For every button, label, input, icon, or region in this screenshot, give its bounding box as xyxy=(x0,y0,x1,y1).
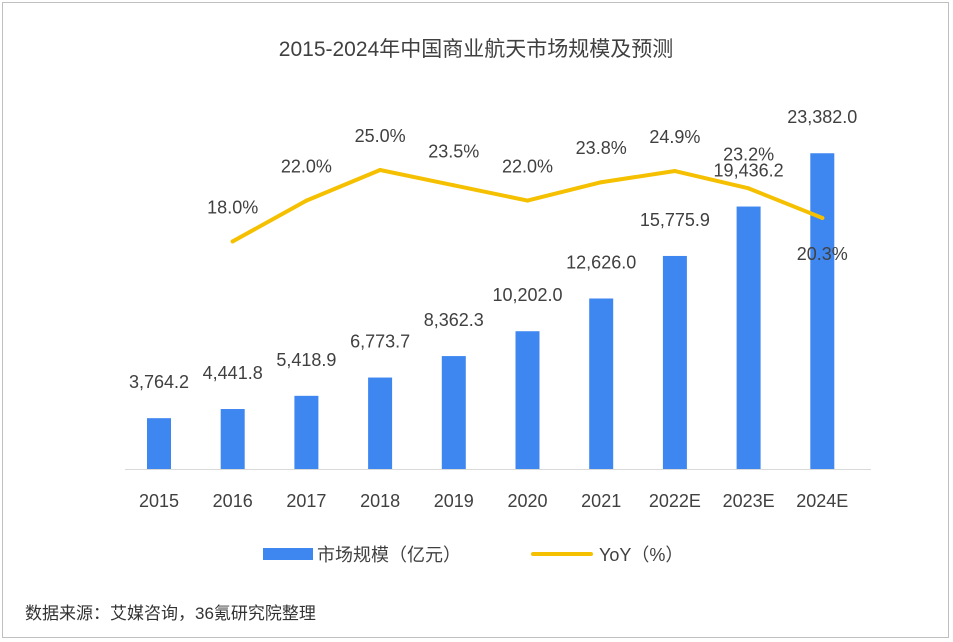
bar-2018 xyxy=(368,377,393,469)
bar-2019 xyxy=(441,356,466,469)
x-tick-label-2021: 2021 xyxy=(581,491,621,511)
bar-label-2017: 5,418.9 xyxy=(276,350,336,370)
bar-label-2021: 12,626.0 xyxy=(566,252,636,272)
chart-canvas: 2015-2024年中国商业航天市场规模及预测 3,764.2 2015 4,441.… xyxy=(125,38,871,565)
legend-bar-label: 市场规模（亿元） xyxy=(317,545,461,565)
yoy-label-2017: 22.0% xyxy=(281,157,332,177)
yoy-label-2021: 23.8% xyxy=(576,138,627,158)
yoy-point-2016 xyxy=(230,239,235,244)
x-tick-label-2016: 2016 xyxy=(213,491,253,511)
x-tick-label-2020: 2020 xyxy=(507,491,547,511)
legend-bar-swatch xyxy=(263,548,313,560)
bar-label-2024E: 23,382.0 xyxy=(787,107,857,127)
bar-2016 xyxy=(220,409,245,469)
bar-2023E xyxy=(736,206,761,469)
bar-2022E xyxy=(662,255,687,469)
yoy-label-2020: 22.0% xyxy=(502,157,553,177)
bar-label-2015: 3,764.2 xyxy=(129,372,189,392)
bar-2020 xyxy=(515,331,540,469)
yoy-point-2023E xyxy=(746,186,751,191)
yoy-label-2023E: 23.2% xyxy=(723,144,774,164)
bar-label-2022E: 15,775.9 xyxy=(640,210,710,230)
bar-2024E xyxy=(810,153,835,469)
yoy-label-2019: 23.5% xyxy=(428,141,479,161)
yoy-point-2021 xyxy=(599,180,604,185)
yoy-point-2024E xyxy=(820,215,825,220)
x-tick-label-2018: 2018 xyxy=(360,491,400,511)
yoy-label-2022E: 24.9% xyxy=(649,127,700,147)
yoy-point-2019 xyxy=(451,183,456,188)
bar-label-2019: 8,362.3 xyxy=(424,310,484,330)
bar-2015 xyxy=(147,418,171,469)
bar-2021 xyxy=(589,298,614,469)
yoy-label-2024E: 20.3% xyxy=(797,244,848,264)
bar-label-2020: 10,202.0 xyxy=(492,285,562,305)
source-note: 数据来源：艾媒咨询，36氪研究院整理 xyxy=(25,604,316,623)
yoy-point-2017 xyxy=(304,198,309,203)
yoy-point-2020 xyxy=(525,198,530,203)
legend-line-label: YoY（%） xyxy=(599,545,683,565)
yoy-label-2018: 25.0% xyxy=(355,126,406,146)
yoy-point-2018 xyxy=(378,168,383,172)
x-tick-label-2017: 2017 xyxy=(286,491,326,511)
yoy-point-2022E xyxy=(672,169,677,174)
x-tick-label-2023E: 2023E xyxy=(723,491,775,511)
bar-2017 xyxy=(294,395,319,469)
yoy-line xyxy=(230,168,825,244)
bar-label-2016: 4,441.8 xyxy=(203,363,263,383)
x-tick-label-2019: 2019 xyxy=(434,491,474,511)
x-tick-label-2015: 2015 xyxy=(139,491,179,511)
bar-label-2018: 6,773.7 xyxy=(350,332,410,352)
x-tick-label-2022E: 2022E xyxy=(649,491,701,511)
x-tick-label-2024E: 2024E xyxy=(796,491,848,511)
chart-title: 2015-2024年中国商业航天市场规模及预测 xyxy=(279,38,673,61)
bar-label-2023E: 19,436.2 xyxy=(714,161,784,181)
yoy-label-2016: 18.0% xyxy=(207,197,258,217)
